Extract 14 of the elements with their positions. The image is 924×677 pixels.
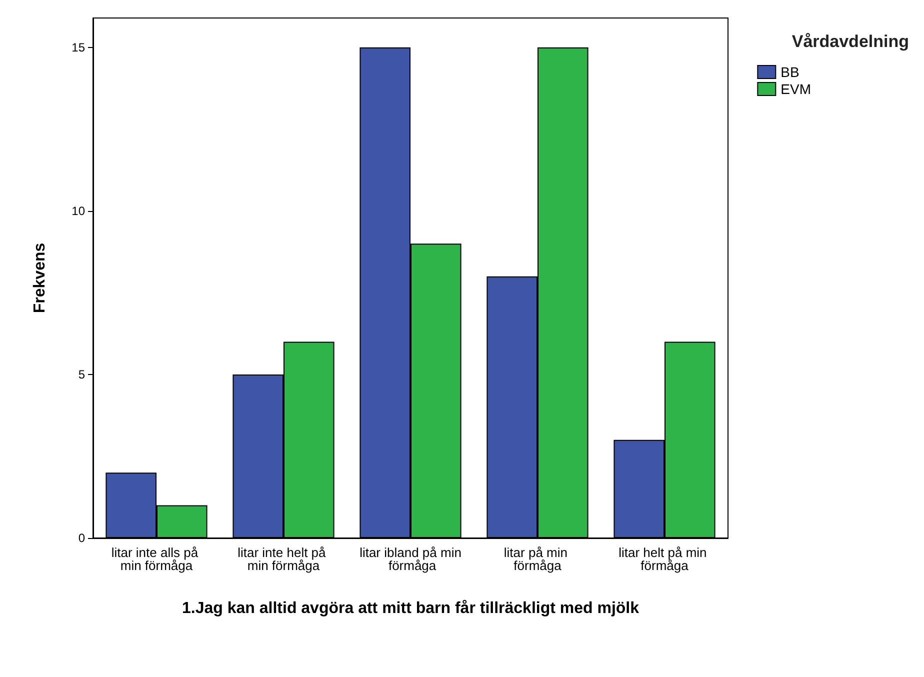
y-tick-label: 5	[78, 367, 86, 382]
legend-label: EVM	[780, 81, 812, 97]
x-tick-label: litar inte helt på min förmåga	[238, 545, 330, 573]
x-axis-title: 1.Jag kan alltid avgöra att mitt barn får tillräckligt med mjölk	[182, 599, 640, 617]
legend-label: BB	[780, 64, 800, 80]
legend-title: Vårdavdelning	[792, 32, 909, 51]
y-axis-title: Frekvens	[32, 242, 48, 314]
y-tick-label: 0	[78, 531, 86, 545]
x-tick-label: litar ibland på min förmåga	[360, 545, 462, 573]
x-tick-label: litar helt på min förmåga	[618, 545, 710, 573]
x-tick-label: litar inte alls på min förmåga	[111, 545, 202, 573]
y-tick-label: 15	[72, 40, 86, 54]
x-tick-label: litar på min förmåga	[504, 545, 572, 573]
y-tick-label: 10	[72, 204, 86, 218]
